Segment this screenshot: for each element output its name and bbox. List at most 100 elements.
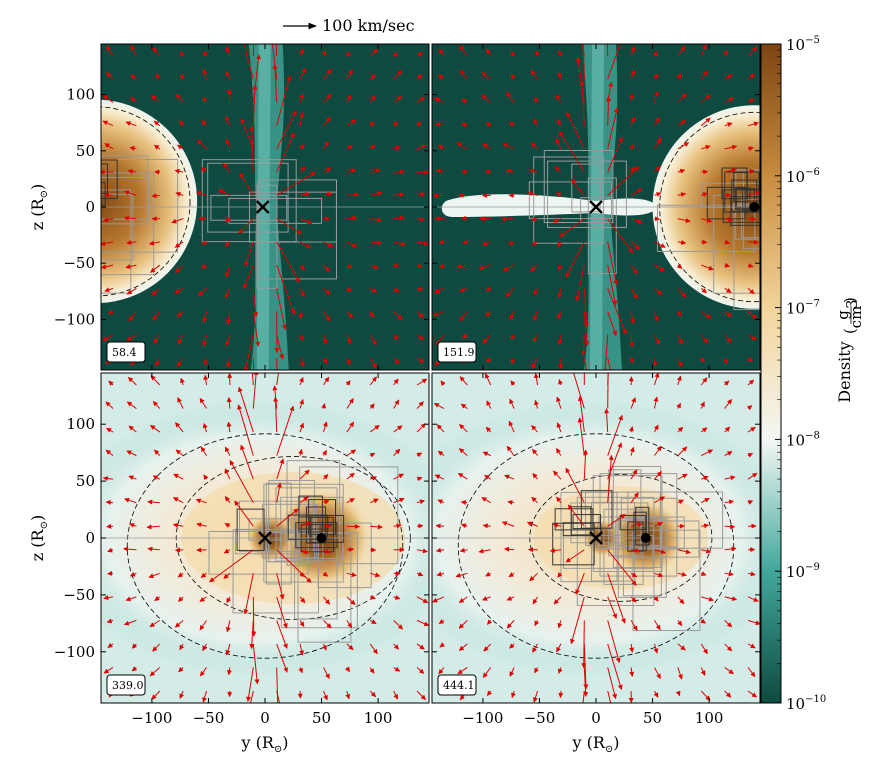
velocity-arrow: [558, 379, 563, 386]
amr-grid-block: [101, 193, 134, 261]
colorbar-tick-label: 10−5: [786, 35, 820, 54]
velocity-arrow: [747, 262, 754, 268]
velocity-arrow: [484, 474, 492, 480]
velocity-arrow: [557, 288, 563, 299]
velocity-arrow: [107, 642, 114, 648]
velocity-arrow: [180, 377, 185, 386]
velocity-arrow: [146, 524, 160, 530]
velocity-arrow: [126, 401, 137, 409]
velocity-arrow: [322, 571, 329, 577]
velocity-arrow: [346, 449, 357, 457]
panel-1: 58.4: [100, 43, 430, 371]
velocity-arrow: [724, 571, 734, 577]
velocity-arrow: [461, 169, 468, 175]
velocity-arrow: [345, 380, 351, 386]
velocity-arrow: [677, 45, 686, 57]
y-axis-label-var: y (: [571, 733, 592, 752]
velocity-arrow: [108, 380, 114, 386]
amr-fine-block: [619, 515, 647, 531]
time-label: 339.0: [112, 679, 144, 692]
y-axis-label-sun: ⊙: [605, 744, 613, 755]
velocity-arrow: [346, 311, 354, 319]
velocity-arrow: [652, 51, 658, 57]
velocity-arrow: [323, 191, 334, 197]
velocity-arrow: [323, 241, 334, 248]
velocity-arrow: [654, 496, 665, 504]
velocity-arrow: [393, 169, 405, 175]
velocity-arrow: [461, 122, 468, 128]
velocity-arrow: [533, 288, 539, 296]
density-contour: [457, 433, 735, 659]
velocity-arrow: [128, 376, 137, 386]
velocity-arrow: [700, 311, 712, 319]
velocity-arrow: [126, 334, 137, 342]
y-axis-label-close: ): [613, 733, 619, 752]
velocity-arrow: [123, 619, 137, 626]
velocity-arrow: [105, 449, 114, 457]
velocity-arrow: [416, 263, 423, 268]
velocity-arrow: [149, 619, 161, 628]
velocity-arrow: [724, 643, 733, 652]
velocity-arrow: [531, 357, 538, 370]
colorbar-unit: ( g cm 3 ): [834, 297, 865, 334]
velocity-arrow: [104, 287, 114, 293]
velocity-arrow: [459, 287, 468, 293]
velocity-arrow: [393, 192, 405, 198]
velocity-arrow: [557, 311, 562, 320]
velocity-arrow: [482, 334, 492, 344]
velocity-arrow: [747, 216, 757, 222]
velocity-arrow: [223, 548, 231, 554]
velocity-arrow: [553, 596, 562, 605]
velocity-arrow: [370, 594, 376, 600]
amr-fine-block: [722, 189, 760, 223]
velocity-arrow: [556, 448, 562, 456]
amr-grid-block: [256, 184, 278, 289]
velocity-arrow: [175, 93, 184, 103]
velocity-arrow: [243, 573, 254, 615]
velocity-arrow: [152, 401, 161, 409]
velocity-arrow: [511, 690, 516, 699]
amr-grid-block: [713, 194, 760, 294]
velocity-arrow: [323, 287, 331, 295]
velocity-arrow: [677, 667, 683, 680]
velocity-arrow: [557, 620, 563, 629]
velocity-arrow: [123, 190, 137, 196]
velocity-arrow: [202, 311, 208, 324]
velocity-arrow: [102, 476, 114, 482]
velocity-arrow: [549, 547, 561, 553]
time-label-frame: [437, 341, 477, 363]
velocity-arrow: [346, 498, 355, 504]
velocity-arrow: [700, 643, 708, 655]
velocity-arrow: [369, 643, 378, 655]
velocity-arrow: [605, 95, 611, 126]
velocity-arrow: [105, 401, 114, 409]
velocity-arrow: [677, 571, 687, 577]
velocity-arrow: [226, 89, 232, 103]
velocity-arrow: [436, 571, 445, 577]
velocity-arrow: [393, 95, 403, 103]
velocity-arrow: [243, 264, 254, 290]
velocity-arrow: [177, 572, 184, 578]
velocity-arrow: [747, 500, 754, 505]
velocity-arrow: [700, 377, 708, 386]
primary-core-marker: [640, 533, 651, 543]
velocity-arrow: [346, 144, 353, 150]
velocity-arrow: [607, 311, 617, 337]
colorbar-tick-base: 10: [786, 431, 805, 449]
velocity-arrow: [416, 401, 424, 409]
velocity-arrow: [225, 643, 231, 656]
velocity-arrow: [509, 311, 515, 321]
velocity-arrow: [393, 287, 400, 293]
colorbar-tick-label: 10−6: [786, 167, 820, 186]
velocity-arrow: [458, 643, 468, 651]
colorbar-tick-exponent: −7: [805, 299, 820, 310]
velocity-arrow: [552, 522, 562, 528]
velocity-arrow: [654, 117, 661, 126]
amr-grid-block: [533, 156, 605, 244]
velocity-arrow: [229, 459, 254, 503]
velocity-arrow: [677, 168, 686, 174]
velocity-arrow: [392, 52, 399, 58]
velocity-arrow: [105, 45, 114, 57]
z-tick-label: 50: [76, 472, 95, 490]
velocity-arrow: [393, 620, 404, 630]
